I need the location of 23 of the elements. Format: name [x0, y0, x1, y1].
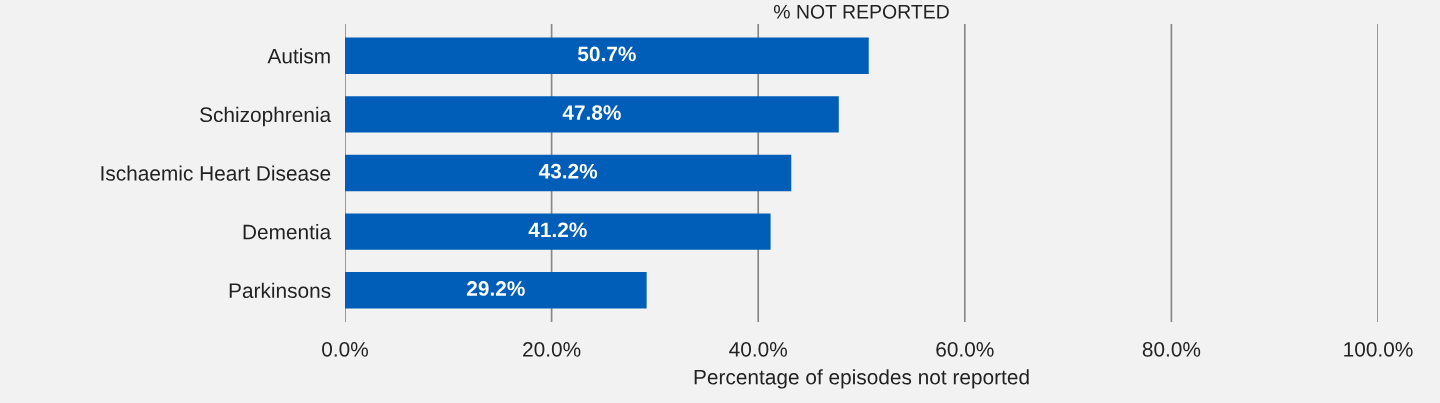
- x-tick-label: 20.0%: [523, 341, 581, 357]
- data-label: 43.2%: [538, 163, 598, 179]
- data-label: 50.7%: [577, 46, 636, 62]
- y-tick-label: Autism: [267, 48, 330, 64]
- bar: [345, 272, 647, 309]
- bar: [345, 154, 792, 192]
- x-tick-label: 80.0%: [1142, 341, 1201, 357]
- chart-title: % NOT REPORTED: [773, 4, 949, 19]
- x-axis-title: Percentage of episodes not reported: [694, 369, 1029, 389]
- y-tick-label: Parkinsons: [229, 282, 331, 299]
- y-tick-label: Dementia: [243, 224, 332, 240]
- data-label: 41.2%: [528, 222, 587, 238]
- x-tick-label: 0.0%: [322, 341, 368, 357]
- y-tick-label: Ischaemic Heart Disease: [101, 165, 331, 181]
- bar: [345, 213, 771, 250]
- x-tick-label: 60.0%: [936, 341, 994, 357]
- bar: [345, 37, 869, 74]
- x-tick-label: 40.0%: [729, 341, 787, 357]
- x-tick-label: 100.0%: [1344, 341, 1413, 357]
- data-label: 47.8%: [562, 105, 621, 120]
- data-label: 29.2%: [467, 281, 525, 296]
- bar: [345, 96, 839, 133]
- y-tick-label: Schizophrenia: [200, 106, 332, 127]
